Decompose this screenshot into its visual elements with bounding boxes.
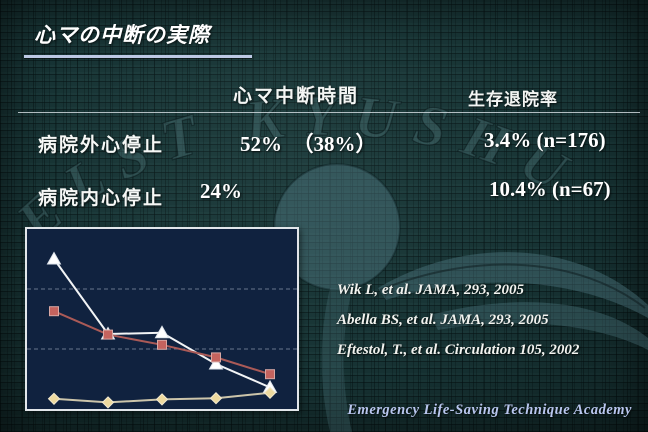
title-underline [24, 55, 252, 58]
watermark-wing-upper [378, 252, 648, 318]
header-divider-line [18, 112, 640, 113]
out-of-hospital-interruption-value: 52% （38%） [240, 132, 377, 156]
citation-list: Wik L, et al. JAMA, 293, 2005 Abella BS,… [337, 282, 637, 372]
watermark-wing-lower [430, 302, 648, 350]
watermark-wing-seam [379, 263, 646, 309]
column-header-interruption-time: 心マ中断時間 [233, 86, 360, 107]
chart-canvas [27, 251, 297, 409]
column-header-survival-rate: 生存退院率 [468, 90, 558, 109]
out-of-hospital-survival-value: 3.4% (n=176) [484, 128, 606, 152]
academy-footer: Emergency Life-Saving Technique Academy [347, 402, 632, 418]
slide-title: 心マの中断の実際 [34, 24, 210, 47]
row-label-out-of-hospital: 病院外心停止 [38, 135, 165, 156]
citation-abella: Abella BS, et al. JAMA, 293, 2005 [337, 312, 549, 328]
in-hospital-survival-value: 10.4% (n=67) [489, 177, 611, 201]
citation-eftestol: Eftestol, T., et al. Circulation 105, 20… [337, 342, 580, 358]
citation-wik: Wik L, et al. JAMA, 293, 2005 [337, 282, 524, 298]
row-label-in-hospital: 病院内心停止 [38, 188, 165, 209]
watermark-logo-tail [321, 288, 352, 432]
interruption-line-chart [25, 227, 299, 411]
in-hospital-interruption-value: 24% [200, 179, 242, 203]
